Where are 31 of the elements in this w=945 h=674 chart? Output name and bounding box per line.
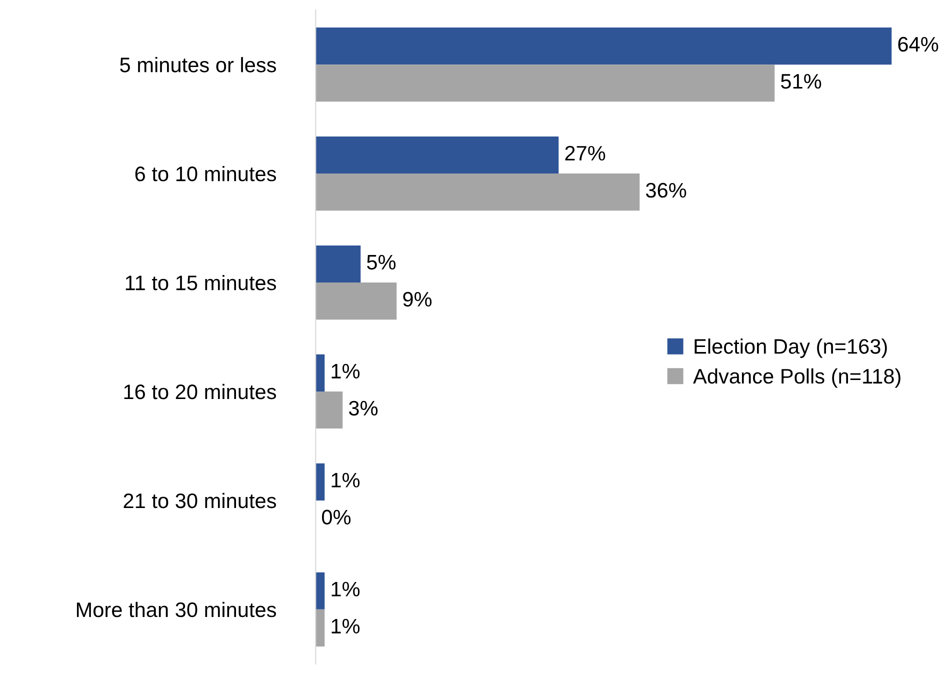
y-tick-label: 11 to 15 minutes [126,274,276,290]
y-tick-label: 16 to 20 minutes [124,384,276,400]
data-label: 9% [403,292,432,307]
bar [316,354,325,392]
bar [316,572,325,610]
y-tick-label: 5 minutes or less [120,57,276,72]
data-label: 36% [646,182,686,198]
data-label: 0% [322,510,351,525]
data-label: 3% [348,400,378,416]
legend-label: Election Day (n=163) [694,338,887,358]
bar [316,245,361,283]
data-label: 64% [898,36,938,52]
data-label: 51% [781,74,822,89]
data-label: 1% [332,582,360,596]
data-label: 27% [565,146,606,161]
bar [316,28,892,65]
bar [316,391,343,429]
bar [316,463,325,500]
y-tick-label: More than 30 minutes [76,602,276,618]
data-label: 1% [332,364,360,378]
legend-label: Advance Polls (n=118) [693,368,900,388]
y-tick-label: 6 to 10 minutes [135,166,276,182]
bar [316,136,559,174]
bar [316,282,397,320]
data-label: 1% [332,618,360,634]
data-label: 5% [367,254,396,270]
data-label: 1% [332,472,360,488]
bar [316,174,640,211]
y-tick-label: 21 to 30 minutes [124,492,276,508]
bar [316,609,325,646]
bar [316,64,775,102]
